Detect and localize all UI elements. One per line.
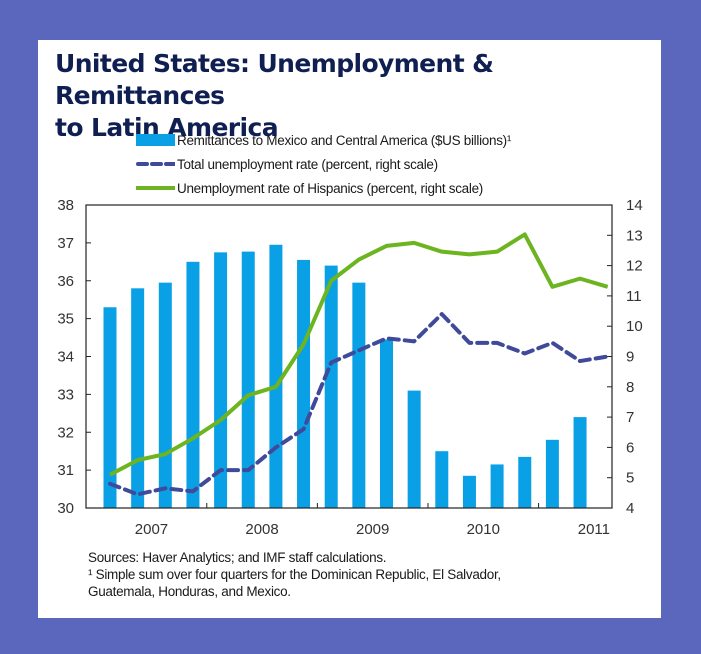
legend-item-hispanic-unemployment: Unemployment rate of Hispanics (percent,… (136, 176, 511, 200)
bar-remittances (545, 439, 559, 508)
legend-swatch-dashed-line (136, 162, 175, 166)
right-axis-tick-label: 14 (626, 197, 643, 214)
right-axis-tick-label: 5 (626, 470, 634, 487)
bar-remittances (518, 456, 532, 508)
left-axis-tick-label: 33 (57, 386, 74, 403)
right-axis-tick-label: 7 (626, 409, 634, 426)
right-axis-tick-label: 10 (626, 318, 643, 335)
bar-remittances (158, 282, 172, 508)
bar-remittances (214, 252, 228, 508)
legend-item-remittances: Remittances to Mexico and Central Americ… (136, 128, 511, 152)
bar-remittances (435, 451, 449, 508)
right-axis-tick-label: 13 (626, 227, 643, 244)
x-axis-tick-label: 2009 (356, 521, 389, 538)
legend-label: Unemployment rate of Hispanics (percent,… (177, 180, 483, 196)
legend-item-total-unemployment: Total unemployment rate (percent, right … (136, 152, 511, 176)
right-axis-tick-label: 12 (626, 258, 643, 275)
bar-remittances (490, 464, 504, 508)
x-axis-tick-label: 2011 (578, 521, 610, 538)
bar-remittances (297, 259, 311, 508)
line-hispanic-unemployment (109, 232, 609, 477)
left-axis-tick-label: 37 (57, 235, 74, 252)
x-axis-tick-label: 2010 (467, 521, 500, 538)
x-axis-tick-label: 2008 (245, 521, 278, 538)
legend-label: Total unemployment rate (percent, right … (177, 156, 438, 172)
footnote-line-2: Guatemala, Honduras, and Mexico. (88, 584, 291, 599)
chart-title-line-1: United States: Unemployment & Remittance… (55, 49, 494, 110)
left-axis-tick-label: 32 (57, 424, 74, 441)
left-axis-tick-label: 38 (57, 197, 74, 214)
bar-remittances (324, 265, 338, 508)
left-axis-tick-label: 35 (57, 311, 74, 328)
chart-title: United States: Unemployment & Remittance… (55, 48, 655, 144)
right-axis-tick-label: 4 (626, 500, 634, 517)
bar-remittances (131, 288, 145, 508)
right-axis-tick-label: 8 (626, 379, 634, 396)
bar-remittances (269, 244, 283, 509)
legend: Remittances to Mexico and Central Americ… (136, 128, 511, 200)
left-axis-tick-label: 31 (57, 462, 74, 479)
legend-swatch-bar (136, 134, 175, 146)
x-axis-tick-label: 2007 (135, 521, 168, 538)
left-axis-tick-label: 34 (57, 349, 74, 366)
left-axis-tick-label: 30 (57, 500, 74, 517)
bar-remittances (573, 417, 587, 508)
left-axis-tick-label: 36 (57, 273, 74, 290)
bar-remittances (352, 282, 366, 508)
legend-label: Remittances to Mexico and Central Americ… (177, 132, 512, 148)
right-axis-tick-label: 6 (626, 439, 634, 456)
bar-remittances (380, 339, 393, 508)
line-total-unemployment (108, 312, 610, 497)
right-axis-tick-label: 11 (626, 288, 642, 305)
bar-remittances (103, 307, 117, 508)
bar-remittances (462, 475, 476, 508)
sources-note: Sources: Haver Analytics; and IMF staff … (88, 550, 387, 565)
bar-remittances (186, 261, 200, 508)
bar-remittances (241, 251, 255, 508)
footnote-line-1: ¹ Simple sum over four quarters for the … (88, 567, 501, 582)
legend-swatch-solid-line (136, 186, 175, 190)
right-axis-tick-label: 9 (626, 349, 634, 366)
bar-remittances (407, 390, 421, 508)
chart-notes: Sources: Haver Analytics; and IMF staff … (88, 549, 501, 600)
